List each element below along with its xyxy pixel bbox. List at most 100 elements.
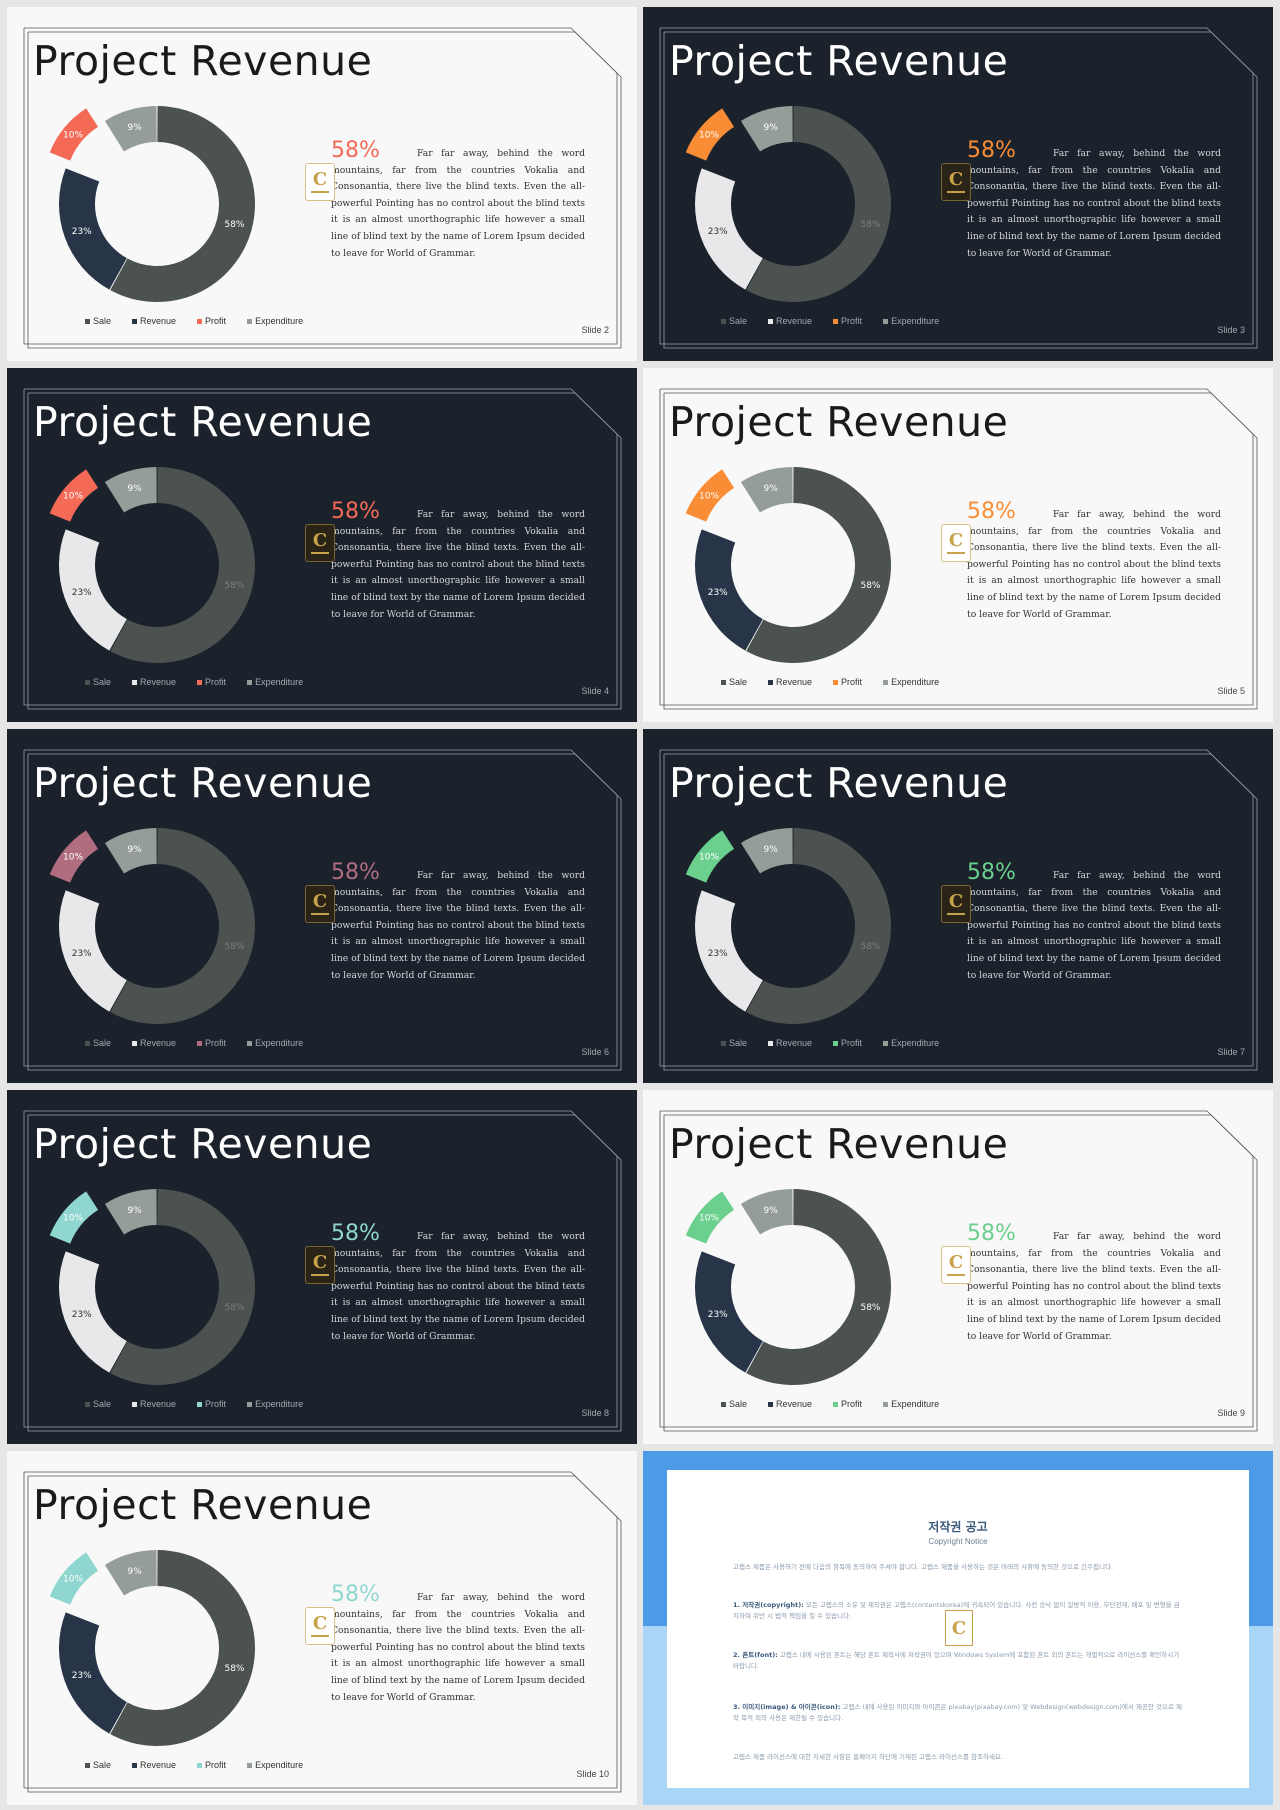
legend-item-expenditure: Expenditure [883,1038,939,1048]
legend-swatch [247,1762,253,1768]
slide-thumbnail-8[interactable]: Project Revenue 58% 23% 10% 9% 58% Far far awa… [7,1090,637,1444]
slide-number: Slide 6 [581,1047,609,1057]
legend-label: Profit [205,1760,227,1770]
legend-label: Sale [93,1760,112,1770]
data-label-sale: 58% [224,220,244,230]
legend-item-expenditure: Expenditure [247,677,303,687]
legend-item-revenue: Revenue [768,677,812,687]
legend-item-expenditure: Expenditure [883,316,939,326]
logo-icon: C [945,1610,973,1646]
slide-title: Project Revenue [33,37,373,85]
body-paragraph: Far far away, behind the word mountains,… [331,1231,585,1342]
legend-item-expenditure: Expenditure [247,1038,303,1048]
legend-swatch [833,679,839,685]
data-label-profit: 10% [699,131,719,141]
copyright-item-3: 3. 이미지(image) & 아이콘(icon): 고랩스 내에 사용된 이미… [733,1702,1183,1724]
legend-item-profit: Profit [833,677,862,687]
chart-legend: Sale Revenue Profit Expenditure [721,1399,960,1409]
donut-segment-sale [746,828,891,1024]
slide-title: Project Revenue [33,759,373,807]
legend-item-expenditure: Expenditure [247,316,303,326]
logo-icon: C [305,885,335,923]
slide-thumbnail-4[interactable]: Project Revenue 58% 23% 10% 9% 58% Far far awa… [7,368,637,722]
body-paragraph: Far far away, behind the word mountains,… [331,509,585,620]
copyright-slide[interactable]: 저작권 공고 Copyright Notice 고랩스 제품은 사용하기 전에 … [643,1451,1273,1805]
highlight-percentage: 58% [967,138,1016,163]
donut-segment-expenditure [104,828,157,874]
data-label-expenditure: 9% [128,1206,143,1216]
legend-label: Expenditure [891,316,940,326]
legend-label: Expenditure [255,1038,304,1048]
copyright-subtitle: Copyright Notice [928,1537,988,1546]
slide-thumbnail-3[interactable]: Project Revenue 58% 23% 10% 9% 58% Far far awa… [643,7,1273,361]
legend-swatch [132,1401,138,1407]
donut-segment-expenditure [740,1189,793,1235]
donut-segment-sale [110,1550,256,1746]
data-label-expenditure: 9% [764,1206,779,1216]
legend-swatch [247,679,253,685]
logo-icon: C [305,1607,335,1645]
donut-segment-revenue [695,529,763,651]
legend-label: Expenditure [891,1038,940,1048]
legend-item-profit: Profit [833,1038,862,1048]
legend-label: Revenue [140,316,177,326]
legend-label: Sale [93,1399,112,1409]
chart-legend: Sale Revenue Profit Expenditure [721,677,960,687]
legend-label: Sale [93,1038,112,1048]
donut-segment-revenue [59,1612,127,1734]
legend-swatch [197,1762,203,1768]
highlight-percentage: 58% [967,860,1016,885]
slide-thumbnail-9[interactable]: Project Revenue 58% 23% 10% 9% 58% Far far awa… [643,1090,1273,1444]
donut-segment-profit [685,1191,735,1244]
slide-frame [659,388,1258,710]
donut-chart: 58% 23% 10% 9% [685,828,891,1024]
slide-thumbnail-7[interactable]: Project Revenue 58% 23% 10% 9% 58% Far far awa… [643,729,1273,1083]
logo-icon: C [305,163,335,201]
slide-thumbnail-10[interactable]: Project Revenue 58% 23% 10% 9% 58% Far far awa… [7,1451,637,1805]
data-label-sale: 58% [860,220,880,230]
donut-segment-revenue [59,529,127,651]
data-label-sale: 58% [860,581,880,591]
donut-segment-revenue [695,890,763,1012]
legend-swatch [132,1040,138,1046]
legend-swatch [247,318,253,324]
legend-label: Sale [93,677,112,687]
slide-number: Slide 4 [581,686,609,696]
copyright-item-2: 2. 폰트(font): 고랩스 내에 사용된 폰트는 해당 폰트 제작사에 저… [733,1650,1183,1672]
donut-segment-expenditure [104,1550,157,1596]
highlight-percentage: 58% [331,860,380,885]
legend-swatch [883,318,889,324]
highlight-percentage: 58% [331,1582,380,1607]
legend-item-revenue: Revenue [132,677,176,687]
donut-segment-sale [746,106,891,302]
data-label-profit: 10% [699,492,719,502]
slide-thumbnail-5[interactable]: Project Revenue 58% 23% 10% 9% 58% Far far awa… [643,368,1273,722]
legend-swatch [883,1401,889,1407]
donut-segment-sale [746,467,891,663]
legend-swatch [197,318,203,324]
legend-swatch [85,318,90,324]
chart-legend: Sale Revenue Profit Expenditure [85,677,324,687]
legend-item-profit: Profit [197,1399,226,1409]
donut-segment-profit [49,1552,99,1605]
data-label-sale: 58% [224,581,244,591]
legend-label: Expenditure [891,677,940,687]
highlight-percentage: 58% [331,1221,380,1246]
legend-item-sale: Sale [85,677,111,687]
highlight-percentage: 58% [967,1221,1016,1246]
legend-item-sale: Sale [85,316,111,326]
copyright-item-1-text: 모든 고랩스의 소유 및 제작권은 고랩스(contentskorea)에 귀속… [733,1601,1180,1620]
donut-chart: 58% 23% 10% 9% [685,467,891,663]
data-label-sale: 58% [860,1303,880,1313]
slide-frame [23,1110,622,1432]
legend-item-sale: Sale [85,1038,111,1048]
legend-item-expenditure: Expenditure [247,1399,303,1409]
highlight-percentage: 58% [967,499,1016,524]
slide-number: Slide 5 [1217,686,1245,696]
donut-segment-profit [685,830,735,883]
legend-swatch [197,1401,203,1407]
legend-label: Revenue [140,1399,177,1409]
slide-thumbnail-6[interactable]: Project Revenue 58% 23% 10% 9% 58% Far far awa… [7,729,637,1083]
legend-item-profit: Profit [197,1038,226,1048]
slide-thumbnail-2[interactable]: Project Revenue 58% 23% 10% 9% 58% Far far awa… [7,7,637,361]
